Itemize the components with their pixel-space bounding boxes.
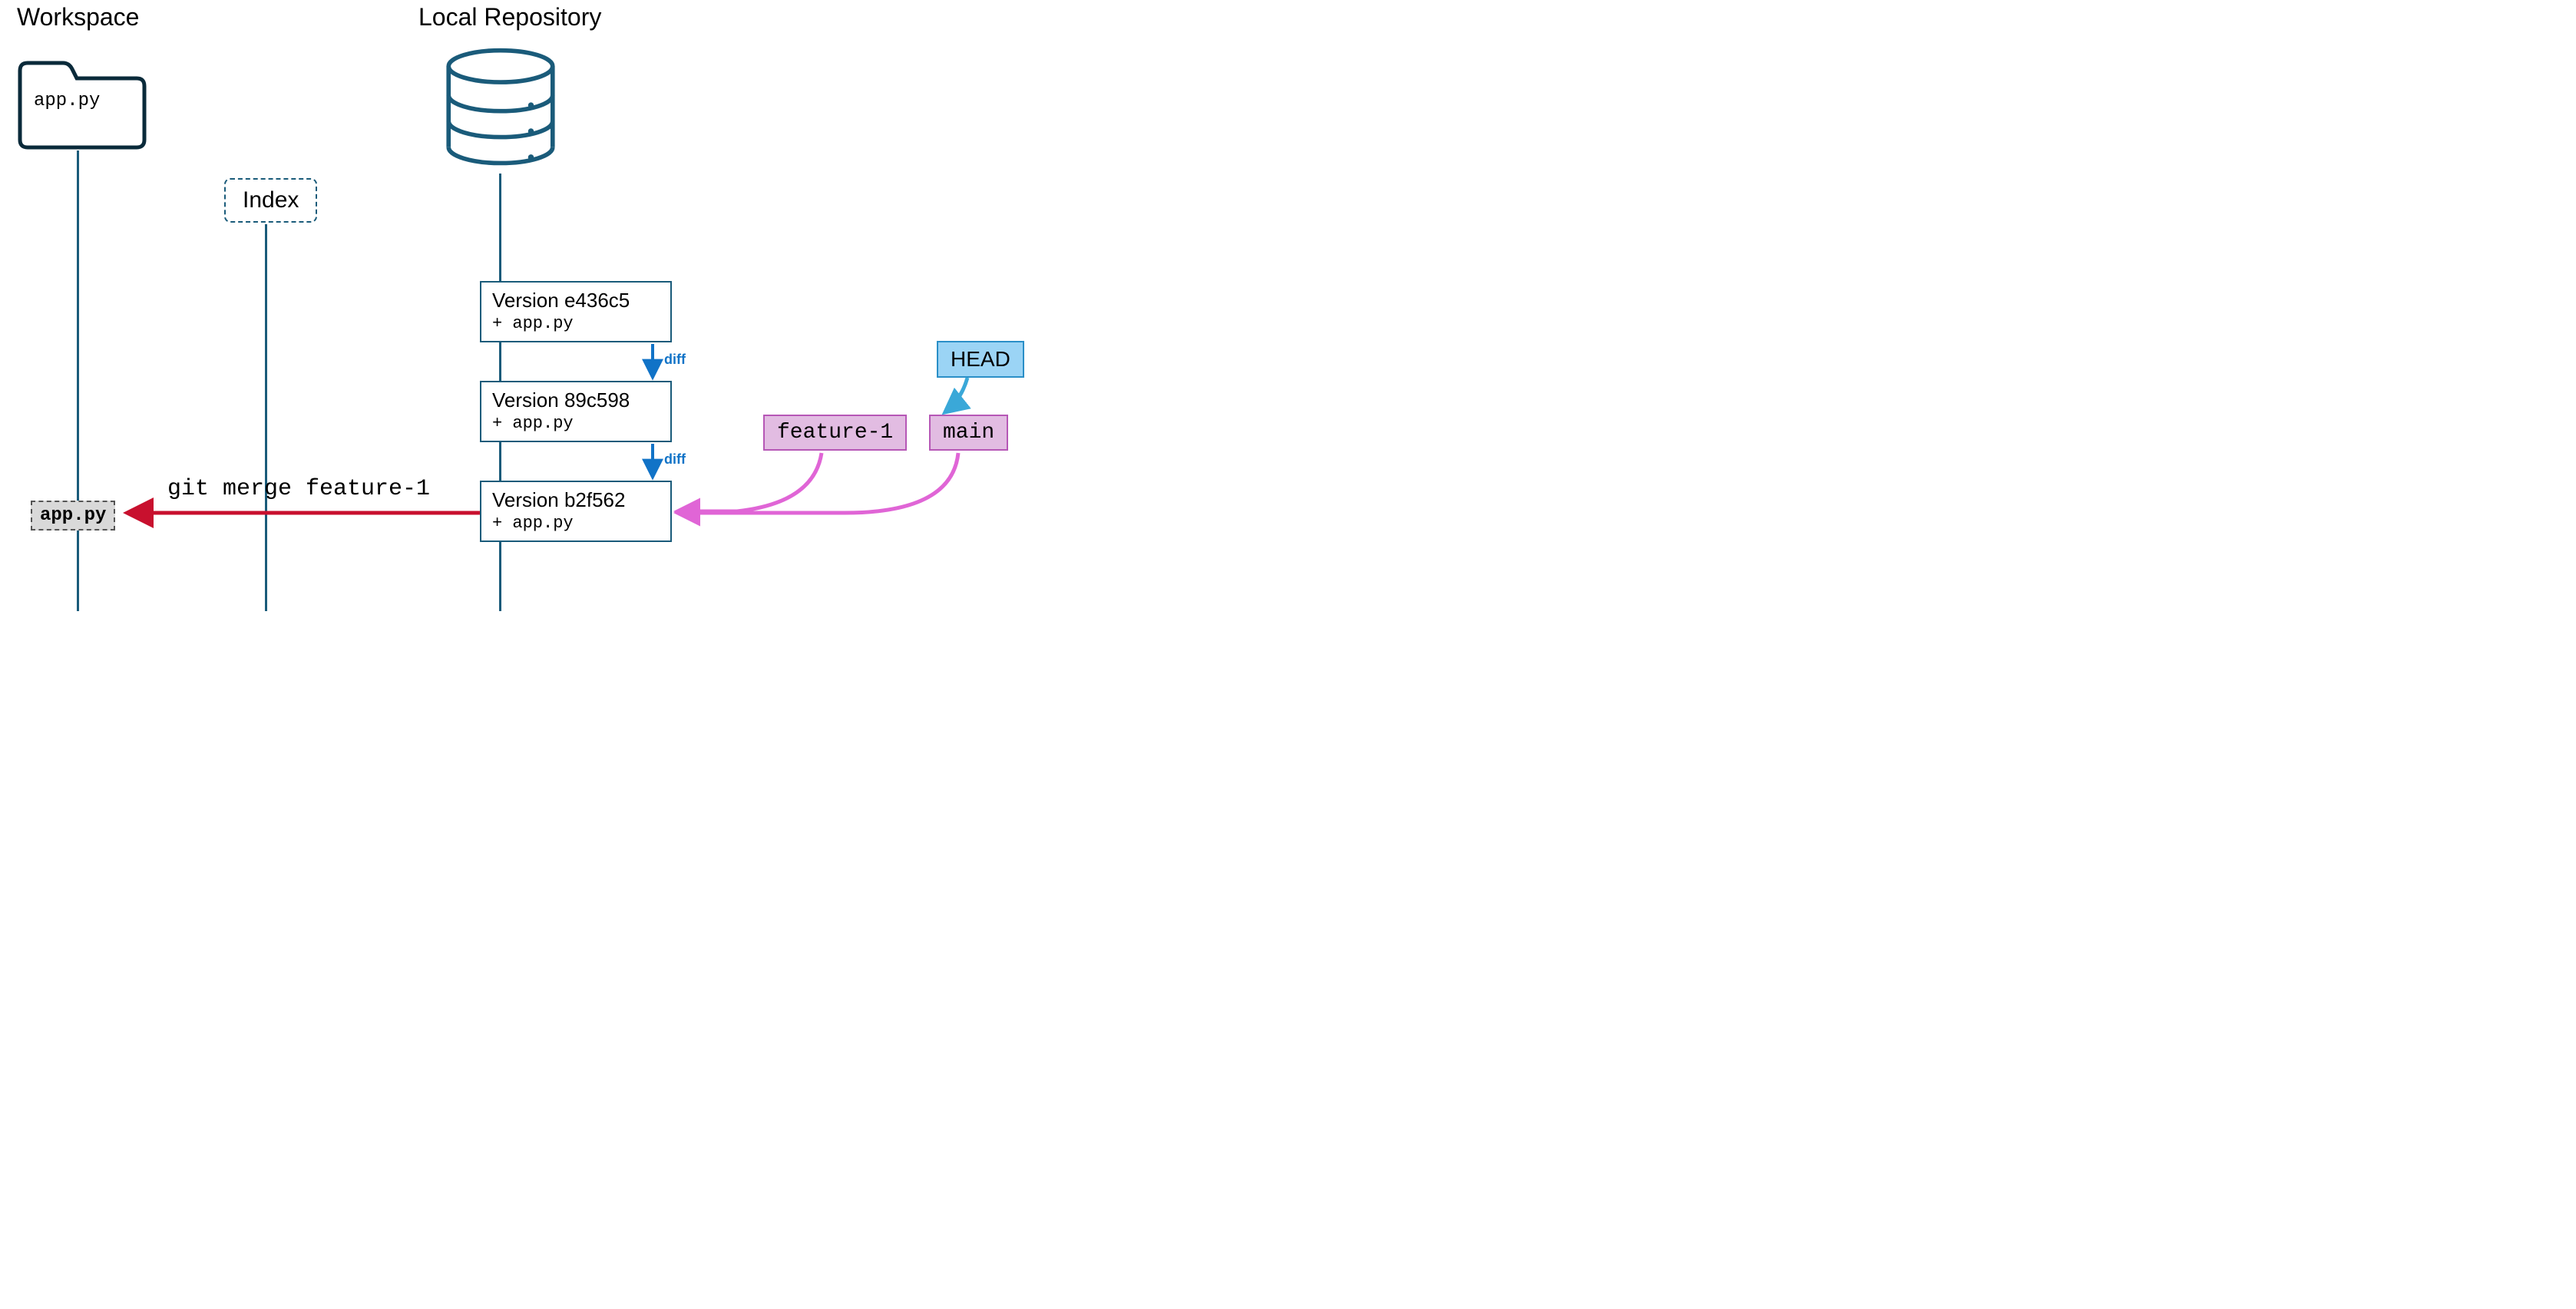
result-file-box: app.py [31, 501, 115, 531]
index-box: Index [224, 178, 317, 223]
local-repo-heading: Local Repository [418, 3, 601, 31]
branch-main-box: main [929, 415, 1008, 451]
version-file: + app.py [492, 314, 661, 333]
version-box-2: Version 89c598 + app.py [480, 381, 672, 442]
index-vline [265, 224, 267, 611]
database-icon [439, 46, 562, 169]
diagram-canvas: Workspace Local Repository app.py Index … [0, 0, 1204, 612]
branch-feature-box: feature-1 [763, 415, 907, 451]
folder-file-label: app.py [34, 91, 100, 111]
version-file: + app.py [492, 514, 661, 533]
version-title: Version 89c598 [492, 388, 661, 412]
head-box: HEAD [937, 341, 1024, 378]
diff-label-2: diff [664, 451, 686, 468]
head-to-main-arrow [946, 378, 967, 412]
version-box-1: Version e436c5 + app.py [480, 281, 672, 342]
branch-feature-label: feature-1 [777, 421, 893, 445]
workspace-vline [77, 150, 79, 611]
main-to-version-arrow [679, 453, 958, 513]
index-label: Index [243, 187, 299, 213]
version-file: + app.py [492, 414, 661, 433]
feature-to-version-arrow [679, 453, 822, 511]
branch-main-label: main [943, 421, 994, 445]
version-box-3: Version b2f562 + app.py [480, 481, 672, 542]
version-title: Version b2f562 [492, 488, 661, 512]
version-title: Version e436c5 [492, 289, 661, 312]
diff-label-1: diff [664, 352, 686, 368]
workspace-heading: Workspace [17, 3, 139, 31]
result-file-label: app.py [40, 505, 106, 526]
head-label: HEAD [951, 347, 1010, 371]
command-label: git merge feature-1 [167, 476, 430, 502]
